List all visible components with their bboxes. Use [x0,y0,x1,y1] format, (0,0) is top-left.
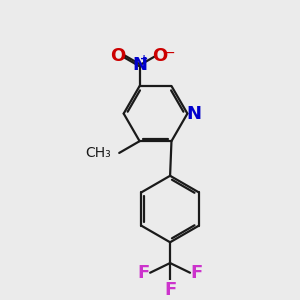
Text: F: F [137,264,149,282]
Text: F: F [191,264,203,282]
Text: F: F [164,281,176,299]
Text: −: − [164,46,176,60]
Text: O: O [153,47,168,65]
Text: CH₃: CH₃ [86,146,112,160]
Text: N: N [132,56,147,74]
Text: O: O [110,47,126,65]
Text: +: + [140,54,148,64]
Text: N: N [186,105,201,123]
